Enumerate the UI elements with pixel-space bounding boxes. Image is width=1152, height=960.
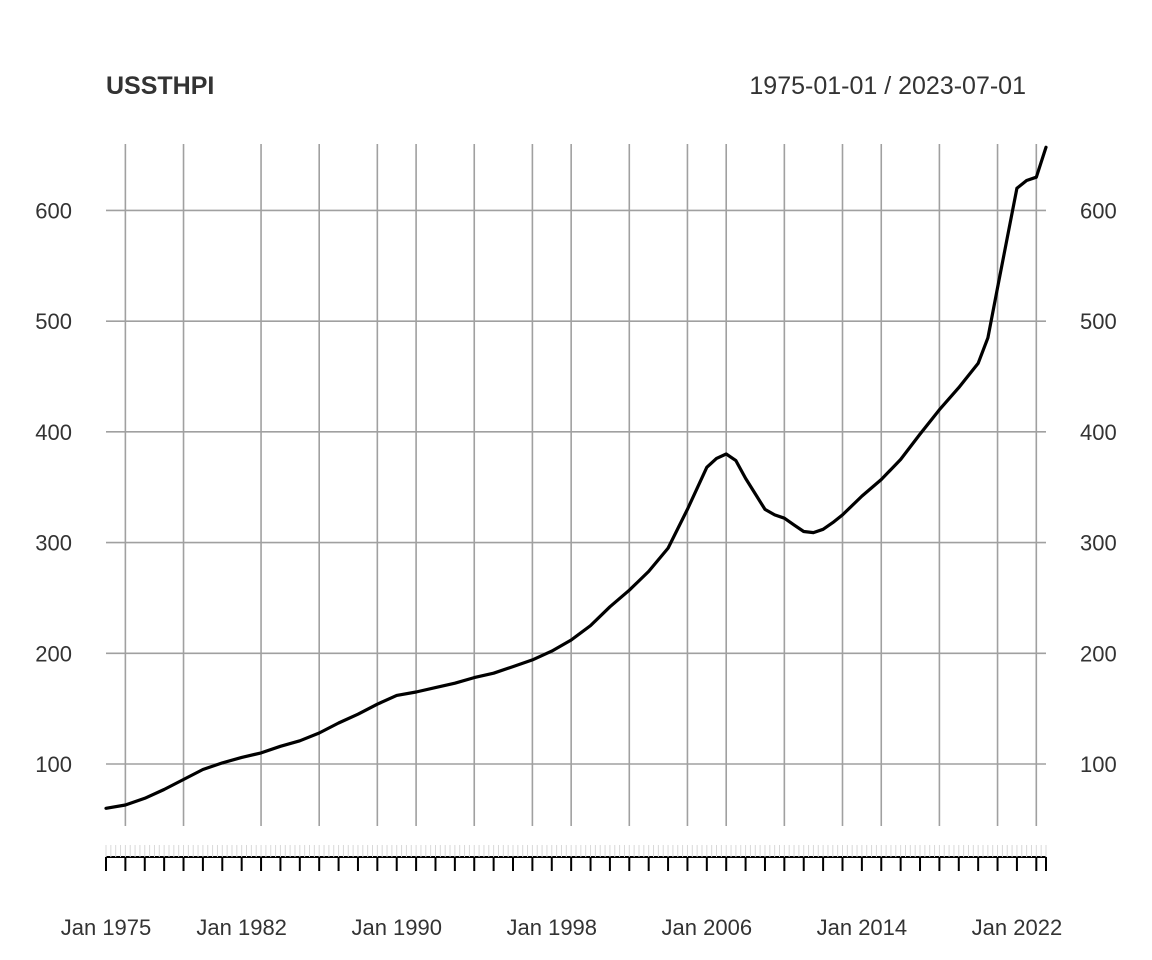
y-tick-label-left: 400 [35,420,72,445]
x-tick-label: Jan 2014 [817,915,908,940]
grid-layer [106,144,1046,826]
y-tick-label-right: 300 [1080,531,1117,556]
x-tick-label: Jan 2006 [662,915,753,940]
chart-title: USSTHPI [106,72,215,100]
x-tick-label: Jan 1982 [196,915,287,940]
y-tick-label-left: 100 [35,752,72,777]
series-layer [104,145,1048,810]
chart-date-range: 1975-01-01 / 2023-07-01 [749,72,1026,100]
y-tick-label-left: 600 [35,198,72,223]
x-axis-minor-ticks [105,845,1047,857]
x-tick-label: Jan 1975 [61,915,152,940]
y-tick-label-right: 600 [1080,198,1117,223]
y-tick-label-right: 200 [1080,641,1117,666]
y-tick-label-right: 500 [1080,309,1117,334]
x-tick-label: Jan 2022 [972,915,1063,940]
y-tick-label-right: 400 [1080,420,1117,445]
axis-layer: 100 100 200 200 300 300 400 400 500 500 600 600 Jan … [35,198,1116,940]
x-tick-label: Jan 1990 [351,915,442,940]
y-tick-label-right: 100 [1080,752,1117,777]
y-tick-label-left: 200 [35,641,72,666]
y-tick-label-left: 300 [35,531,72,556]
series-line [104,145,1048,810]
y-tick-label-left: 500 [35,309,72,334]
x-tick-label: Jan 1998 [507,915,598,940]
